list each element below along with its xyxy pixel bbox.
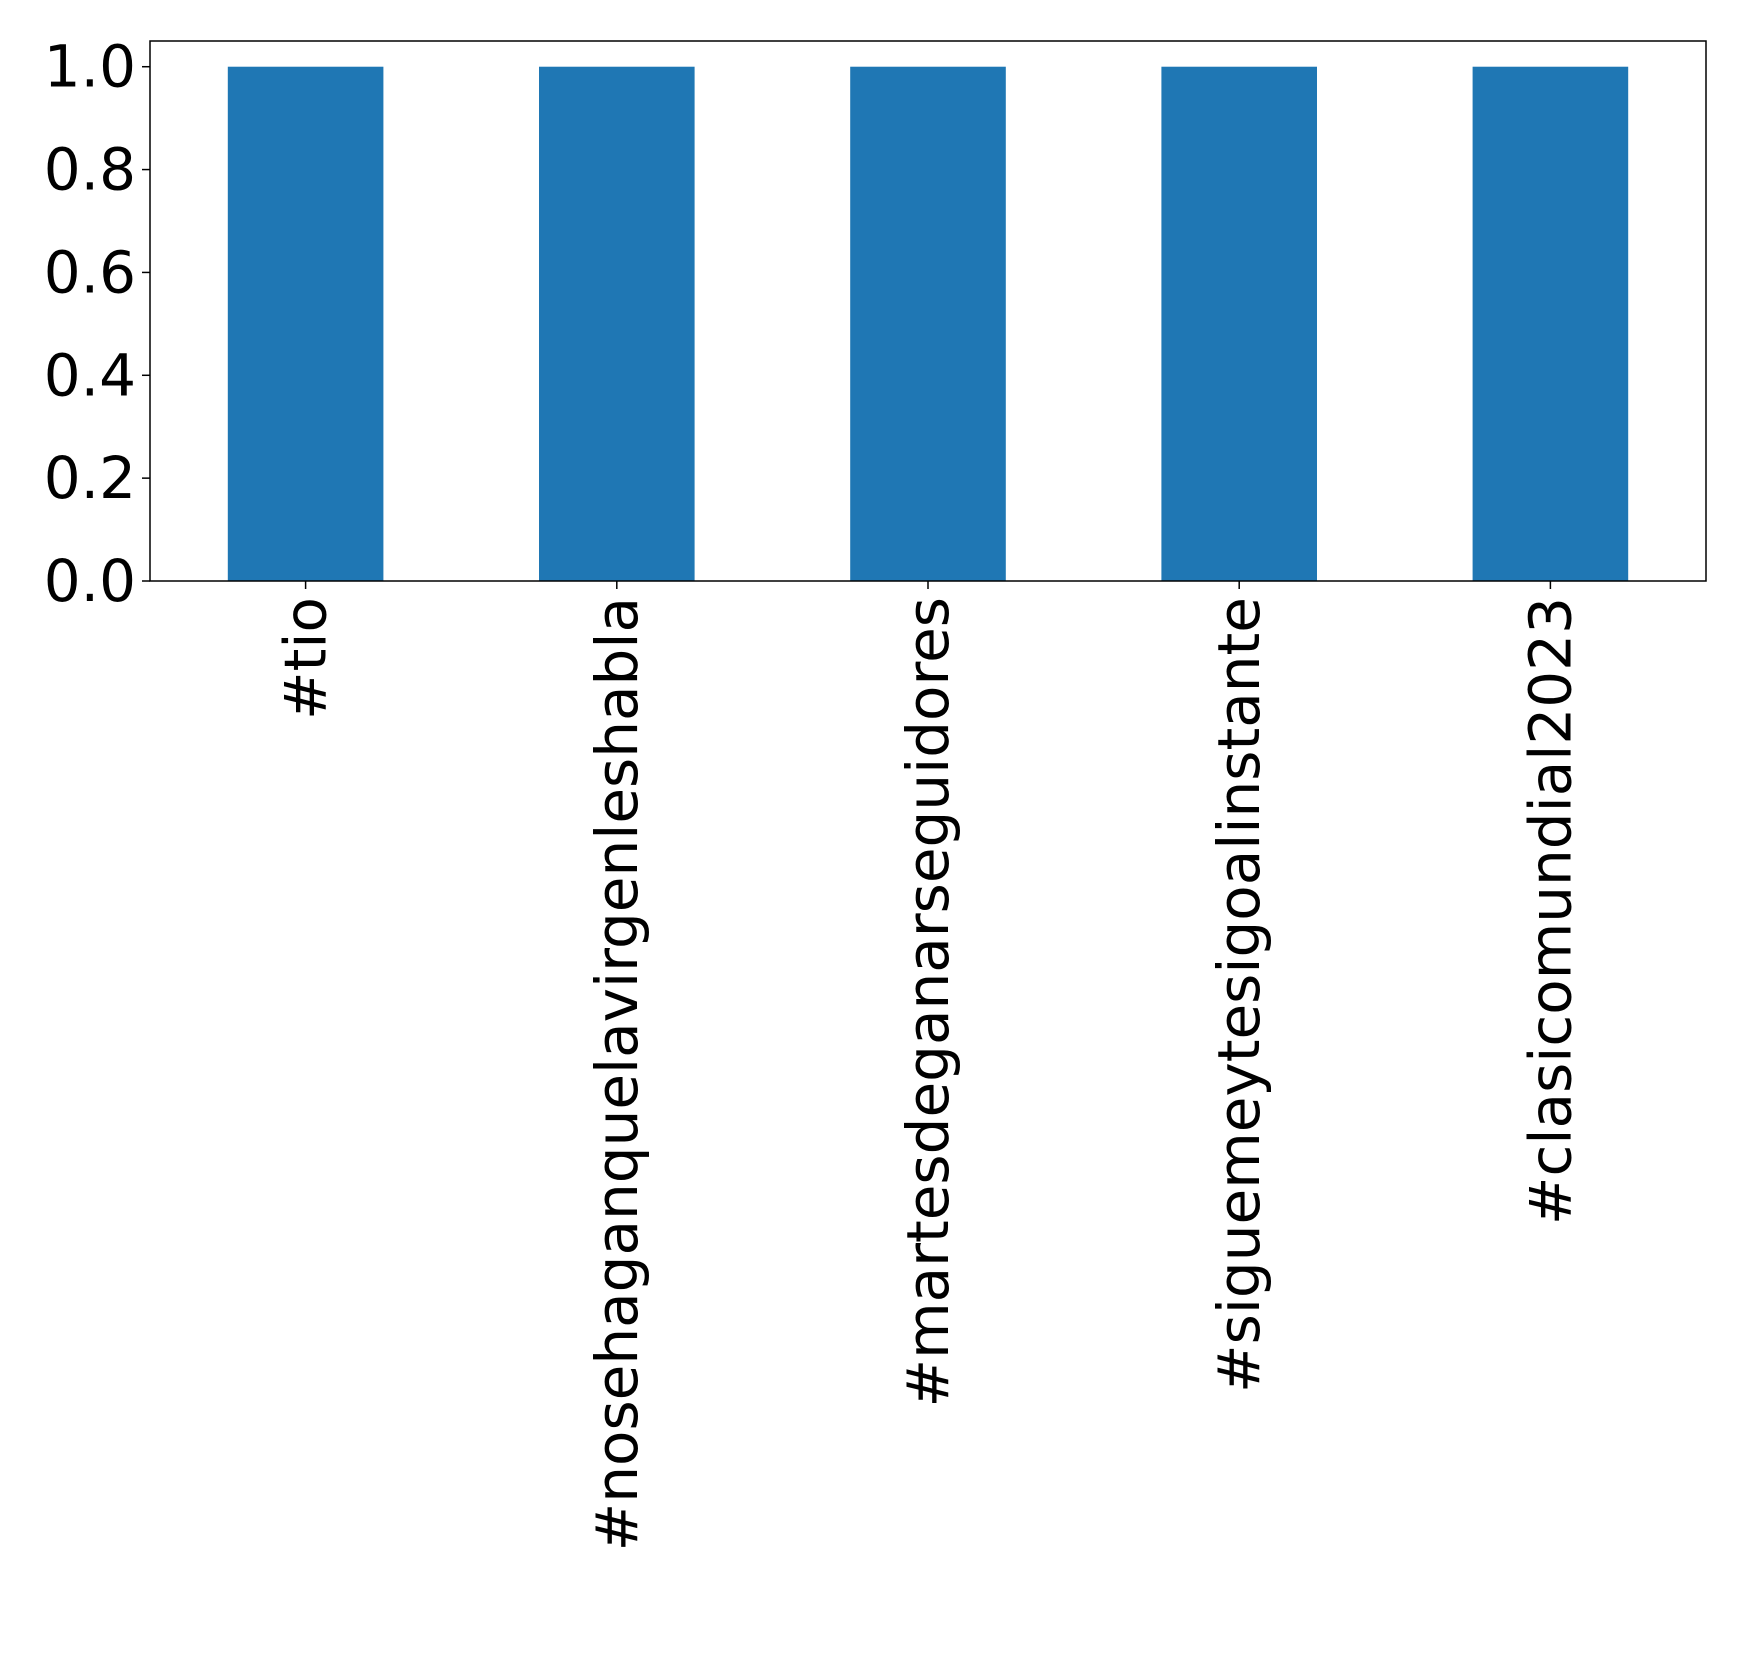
bars-layer — [227, 66, 1629, 581]
y-tick-label: 0.8 — [44, 136, 136, 204]
bar-2 — [850, 66, 1006, 581]
bar-4 — [1472, 66, 1629, 581]
x-tick-label: #clasicomundial2023 — [1516, 597, 1584, 1225]
y-tick-label: 0.0 — [44, 547, 136, 615]
bar-1 — [539, 66, 695, 581]
x-tick-label: #martesdeganarseguidores — [894, 597, 962, 1408]
y-tick-label: 0.4 — [44, 341, 136, 409]
y-axis: 0.0 0.2 0.4 0.6 0.8 1.0 — [44, 33, 150, 615]
y-tick-label: 1.0 — [44, 33, 136, 101]
x-tick-label: #nosehaganquelavirgenleshabla — [583, 597, 651, 1551]
y-tick-label: 0.2 — [44, 444, 136, 512]
y-tick-label: 0.6 — [44, 238, 136, 306]
x-tick-label: #tio — [272, 597, 340, 720]
x-tick-label: #siguemeytesigoalinstante — [1205, 597, 1273, 1393]
bar-3 — [1161, 66, 1317, 581]
x-axis: #tio #nosehaganquelavirgenleshabla #martes… — [272, 581, 1584, 1551]
plot-area-frame — [149, 40, 1707, 582]
bar-0 — [227, 66, 384, 581]
